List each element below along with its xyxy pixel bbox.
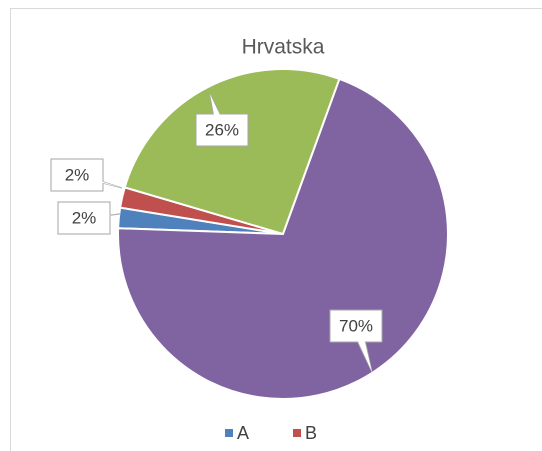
data-callout: 2% [50, 158, 123, 192]
legend-label: B [305, 423, 317, 443]
callout-cover [72, 175, 122, 188]
data-label: 70% [339, 316, 373, 335]
data-label: 2% [72, 208, 97, 227]
data-callout: 26% [195, 93, 249, 147]
chart-title: Hrvatska [242, 36, 325, 59]
data-label: 26% [205, 120, 239, 139]
pie-slice [123, 68, 341, 236]
legend-swatch [293, 429, 301, 437]
legend-label: A [237, 423, 249, 443]
callout-cover [351, 326, 372, 372]
callout-cover [79, 214, 120, 218]
data-callout: 2% [57, 201, 121, 235]
callout-cover [210, 94, 227, 130]
legend-swatch [225, 429, 233, 437]
data-callout: 70% [329, 309, 383, 373]
data-label: 2% [65, 165, 90, 184]
